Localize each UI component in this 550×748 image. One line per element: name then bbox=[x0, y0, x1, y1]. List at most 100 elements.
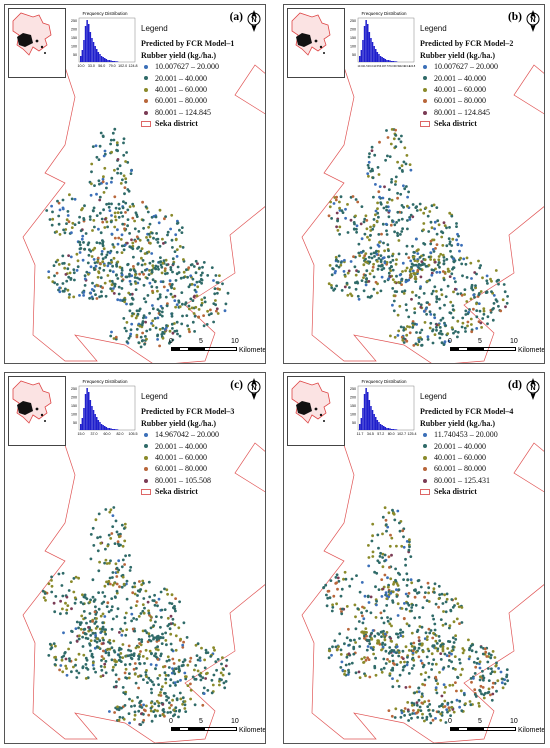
plantation-point bbox=[398, 673, 402, 677]
plantation-point bbox=[380, 616, 384, 620]
plantation-point bbox=[484, 650, 488, 654]
plantation-point bbox=[73, 596, 77, 600]
plantation-point bbox=[394, 145, 398, 149]
plantation-point bbox=[131, 241, 135, 245]
plantation-point bbox=[171, 246, 174, 249]
plantation-point bbox=[439, 718, 443, 722]
histogram-y-tick: 150 bbox=[350, 36, 356, 40]
plantation-point bbox=[344, 207, 347, 211]
plantation-point bbox=[354, 615, 357, 619]
plantation-point bbox=[136, 262, 140, 266]
plantation-point bbox=[138, 662, 142, 665]
plantation-point bbox=[420, 661, 424, 665]
plantation-point bbox=[402, 617, 406, 620]
histogram-bar bbox=[368, 400, 371, 430]
plantation-point bbox=[335, 258, 338, 261]
plantation-point bbox=[423, 595, 426, 599]
histogram-bar bbox=[379, 56, 382, 62]
plantation-point bbox=[77, 634, 81, 638]
plantation-point bbox=[388, 209, 391, 213]
plantation-point bbox=[458, 699, 462, 703]
plantation-point bbox=[160, 642, 164, 645]
plantation-point bbox=[416, 259, 419, 263]
plantation-point bbox=[142, 703, 146, 707]
plantation-point bbox=[356, 607, 360, 611]
plantation-point bbox=[167, 674, 170, 677]
plantation-point bbox=[113, 581, 116, 585]
scale-bar-graphic bbox=[171, 727, 237, 731]
plantation-point bbox=[105, 648, 109, 651]
plantation-point bbox=[92, 206, 96, 210]
plantation-point bbox=[349, 639, 353, 642]
plantation-point bbox=[441, 649, 445, 653]
plantation-point bbox=[160, 310, 164, 314]
plantation-point bbox=[71, 221, 75, 225]
plantation-point bbox=[117, 202, 121, 206]
plantation-point bbox=[420, 701, 424, 705]
plantation-point bbox=[408, 325, 411, 329]
plantation-point bbox=[386, 616, 389, 619]
plantation-point bbox=[445, 597, 449, 601]
plantation-point bbox=[371, 269, 374, 272]
plantation-point bbox=[477, 701, 481, 705]
plantation-point bbox=[161, 685, 164, 688]
plantation-point bbox=[218, 274, 221, 277]
plantation-point bbox=[133, 270, 137, 273]
plantation-point bbox=[400, 607, 404, 610]
plantation-point bbox=[129, 246, 133, 249]
plantation-point bbox=[136, 589, 140, 593]
plantation-point bbox=[100, 655, 104, 658]
plantation-point bbox=[365, 227, 369, 231]
plantation-point bbox=[427, 709, 430, 712]
plantation-point bbox=[418, 625, 422, 628]
histogram-bar bbox=[113, 429, 116, 430]
plantation-point bbox=[429, 721, 433, 725]
plantation-point bbox=[72, 577, 76, 580]
histogram-x-tick: 105.5 bbox=[129, 432, 138, 436]
plantation-point bbox=[377, 190, 381, 194]
plantation-point bbox=[110, 532, 114, 535]
plantation-point bbox=[469, 677, 473, 680]
plantation-point bbox=[59, 599, 62, 603]
plantation-point bbox=[399, 192, 403, 196]
plantation-point bbox=[142, 226, 146, 230]
plantation-point bbox=[216, 291, 219, 295]
boundary-swatch-icon bbox=[420, 488, 430, 495]
plantation-point bbox=[472, 307, 475, 311]
plantation-point bbox=[387, 271, 391, 275]
plantation-point bbox=[377, 233, 381, 236]
plantation-point bbox=[194, 305, 198, 309]
plantation-point bbox=[70, 670, 73, 674]
plantation-point bbox=[139, 249, 143, 253]
frequency-histogram: Frequency Distribution 250 200 150 100 50 11.7… bbox=[346, 377, 418, 439]
plantation-point bbox=[206, 274, 210, 277]
plantation-point bbox=[117, 285, 121, 289]
plantation-point bbox=[396, 160, 399, 164]
plantation-point bbox=[75, 252, 79, 256]
plantation-point bbox=[199, 277, 203, 281]
histogram-bar bbox=[116, 429, 119, 430]
plantation-point bbox=[329, 579, 333, 582]
plantation-point bbox=[439, 618, 443, 621]
plantation-point bbox=[377, 264, 381, 268]
histogram-bar bbox=[391, 61, 393, 62]
plantation-point bbox=[366, 172, 370, 176]
plantation-point bbox=[405, 584, 409, 587]
plantation-point bbox=[361, 614, 364, 618]
plantation-point bbox=[378, 241, 381, 244]
plantation-point bbox=[438, 326, 442, 329]
plantation-point bbox=[401, 270, 404, 273]
plantation-point bbox=[139, 612, 143, 615]
plantation-point bbox=[58, 668, 61, 672]
plantation-point bbox=[354, 627, 358, 631]
plantation-point bbox=[119, 172, 123, 175]
plantation-point bbox=[444, 324, 448, 327]
plantation-point bbox=[448, 626, 451, 630]
plantation-point bbox=[96, 256, 100, 260]
plantation-point bbox=[389, 223, 393, 227]
plantation-point bbox=[432, 203, 436, 207]
class-dot-icon bbox=[144, 478, 148, 483]
plantation-point bbox=[120, 269, 124, 272]
plantation-point bbox=[92, 544, 96, 547]
plantation-point bbox=[453, 287, 457, 291]
